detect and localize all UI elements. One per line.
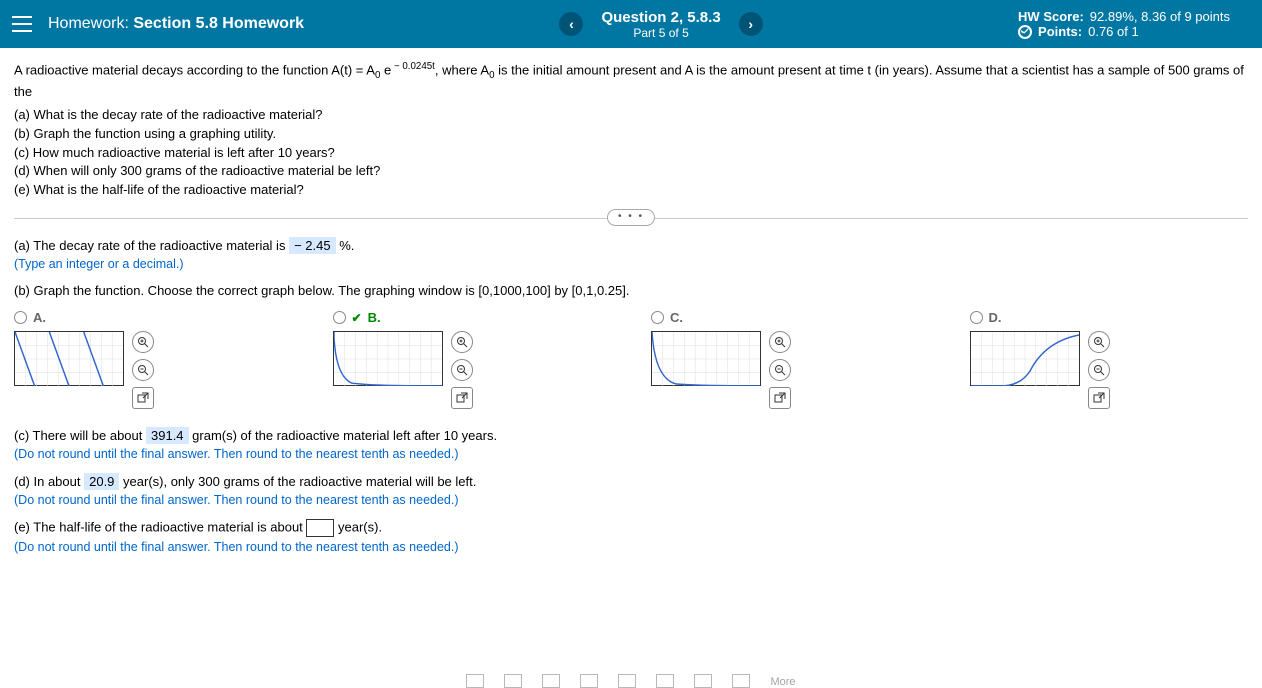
graph-d	[970, 331, 1080, 386]
zoom-out-icon[interactable]	[1088, 359, 1110, 381]
zoom-out-icon[interactable]	[132, 359, 154, 381]
radio-d[interactable]	[970, 311, 983, 324]
bottom-toolbar: More	[0, 658, 1262, 688]
choice-c[interactable]: C.	[651, 310, 930, 409]
graph-c	[651, 331, 761, 386]
answer-a-value: − 2.45	[289, 237, 336, 254]
points-icon	[1018, 25, 1032, 39]
choice-d[interactable]: D.	[970, 310, 1249, 409]
radio-c[interactable]	[651, 311, 664, 324]
zoom-out-icon[interactable]	[769, 359, 791, 381]
homework-title: Homework: Section 5.8 Homework	[48, 15, 304, 33]
score-block: HW Score: 92.89%, 8.36 of 9 points Point…	[1018, 9, 1230, 39]
question-nav: ‹ Question 2, 5.8.3 Part 5 of 5 ›	[559, 9, 762, 40]
tool-4[interactable]	[580, 674, 598, 688]
graph-a	[14, 331, 124, 386]
popout-icon[interactable]	[1088, 387, 1110, 409]
expand-dots-button[interactable]: • • •	[607, 209, 655, 226]
zoom-in-icon[interactable]	[769, 331, 791, 353]
zoom-out-icon[interactable]	[451, 359, 473, 381]
choice-a[interactable]: A.	[14, 310, 293, 409]
question-label: Question 2, 5.8.3	[601, 9, 720, 26]
answer-c: (c) There will be about 391.4 gram(s) of…	[14, 427, 1248, 461]
tool-8[interactable]	[732, 674, 750, 688]
answer-d-value: 20.9	[84, 473, 119, 490]
content-area: A radioactive material decays according …	[0, 48, 1262, 578]
zoom-in-icon[interactable]	[451, 331, 473, 353]
popout-icon[interactable]	[769, 387, 791, 409]
popout-icon[interactable]	[451, 387, 473, 409]
prev-question-button[interactable]: ‹	[559, 12, 583, 36]
tool-5[interactable]	[618, 674, 636, 688]
more-button[interactable]: More	[770, 676, 795, 688]
radio-b[interactable]	[333, 311, 346, 324]
popout-icon[interactable]	[132, 387, 154, 409]
tool-6[interactable]	[656, 674, 674, 688]
graph-b	[333, 331, 443, 386]
tool-3[interactable]	[542, 674, 560, 688]
answer-c-value: 391.4	[146, 427, 189, 444]
answer-b: (b) Graph the function. Choose the corre…	[14, 283, 1248, 298]
next-question-button[interactable]: ›	[739, 12, 763, 36]
answer-a: (a) The decay rate of the radioactive ma…	[14, 237, 1248, 271]
zoom-in-icon[interactable]	[132, 331, 154, 353]
choice-b[interactable]: ✔B.	[333, 310, 612, 409]
radio-a[interactable]	[14, 311, 27, 324]
zoom-in-icon[interactable]	[1088, 331, 1110, 353]
answer-d: (d) In about 20.9 year(s), only 300 gram…	[14, 473, 1248, 507]
menu-icon[interactable]	[12, 16, 32, 32]
tool-7[interactable]	[694, 674, 712, 688]
part-label: Part 5 of 5	[601, 26, 720, 40]
tool-1[interactable]	[466, 674, 484, 688]
graph-choices: A. ✔B.	[14, 310, 1248, 409]
answer-e-input[interactable]	[306, 519, 334, 537]
app-header: Homework: Section 5.8 Homework ‹ Questio…	[0, 0, 1262, 48]
problem-statement: A radioactive material decays according …	[14, 60, 1248, 200]
answer-e: (e) The half-life of the radioactive mat…	[14, 519, 1248, 554]
check-icon: ✔	[352, 311, 362, 325]
tool-2[interactable]	[504, 674, 522, 688]
section-divider: • • •	[14, 218, 1248, 219]
